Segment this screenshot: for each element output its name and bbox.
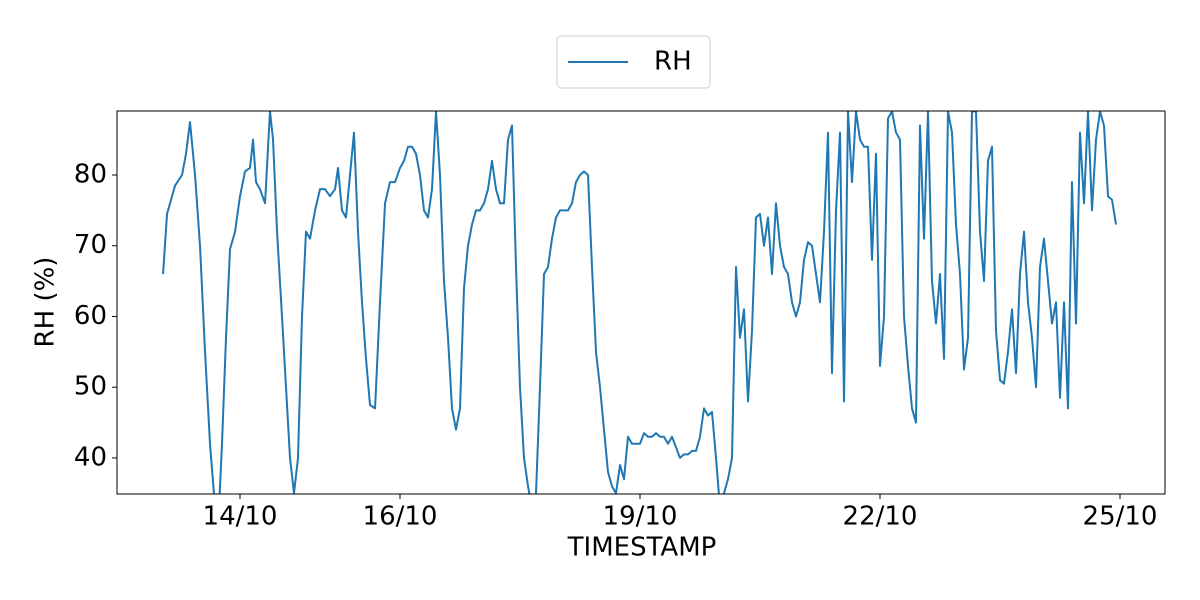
x-tick-label: 22/10: [843, 502, 918, 532]
data-line: [162, 111, 1117, 494]
x-axis-label: TIMESTAMP: [567, 533, 717, 563]
x-tick-label: 19/10: [603, 502, 678, 532]
y-tick-label: 80: [74, 160, 107, 190]
y-tick-label: 70: [74, 230, 107, 260]
x-tick-label: 16/10: [363, 502, 438, 532]
legend-label: RH: [654, 47, 692, 77]
x-tick-label: 14/10: [203, 502, 278, 532]
plot-frame: [116, 110, 1166, 495]
y-tick-label: 60: [74, 301, 107, 331]
y-tick-label: 50: [74, 372, 107, 402]
x-tick-label: 25/10: [1083, 502, 1158, 532]
y-tick-label: 40: [74, 442, 107, 472]
y-axis-label: RH (%): [31, 257, 61, 348]
legend-box: [556, 35, 711, 89]
